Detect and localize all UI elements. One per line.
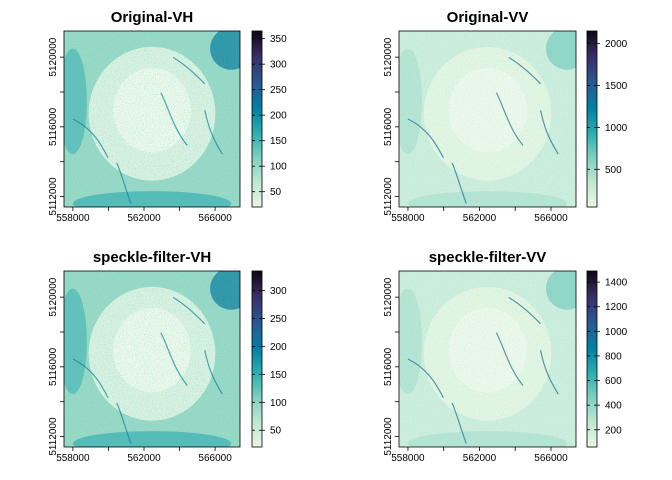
x-tick-label: 558000 bbox=[391, 213, 425, 224]
panel-4: speckle-filter-VV 558000 562000 566000 51200… bbox=[383, 249, 628, 464]
x-tick-label: 562000 bbox=[463, 213, 497, 224]
colorbar-tick-label: 800 bbox=[605, 351, 622, 362]
panel-title: Original-VH bbox=[111, 9, 194, 26]
x-tick-label: 558000 bbox=[56, 213, 90, 224]
panel-title: Original-VV bbox=[447, 9, 529, 26]
map-frame bbox=[398, 30, 577, 208]
colorbar-tick-label: 300 bbox=[270, 286, 287, 297]
y-tick-label: 5112000 bbox=[383, 417, 394, 456]
colorbar-tick-label: 1500 bbox=[605, 81, 628, 92]
x-tick-label: 558000 bbox=[56, 453, 90, 464]
colorbar-tick-label: 500 bbox=[605, 165, 622, 176]
x-tick-label: 566000 bbox=[198, 213, 232, 224]
map-frame bbox=[63, 270, 241, 448]
colorbar-tick-label: 200 bbox=[270, 342, 287, 353]
panel-2: Original-VV 558000 562000 566000 5120000 5116… bbox=[383, 9, 628, 224]
colorbar-tick-label: 400 bbox=[605, 401, 622, 412]
x-tick-label: 566000 bbox=[534, 213, 568, 224]
x-tick-label: 562000 bbox=[127, 453, 161, 464]
colorbar bbox=[586, 270, 598, 448]
colorbar-tick-label: 250 bbox=[270, 85, 287, 96]
colorbar-tick-label: 1000 bbox=[605, 123, 628, 134]
y-tick-label: 5116000 bbox=[383, 347, 394, 386]
y-tick-label: 5120000 bbox=[383, 277, 394, 316]
colorbar-tick-label: 250 bbox=[270, 314, 287, 325]
map-frame bbox=[398, 270, 577, 448]
colorbar-tick-label: 200 bbox=[605, 425, 622, 436]
y-tick-label: 5120000 bbox=[48, 37, 59, 76]
colorbar-tick-label: 200 bbox=[270, 111, 287, 122]
colorbar-tick-label: 150 bbox=[270, 136, 287, 147]
y-tick-label: 5112000 bbox=[48, 417, 59, 456]
colorbar-tick-label: 100 bbox=[270, 398, 287, 409]
raster-image bbox=[64, 271, 240, 447]
y-tick-label: 5112000 bbox=[383, 177, 394, 216]
panel-1: Original-VH 558000 562000 566000 5120000 5116… bbox=[48, 9, 287, 224]
colorbar-tick-label: 150 bbox=[270, 370, 287, 381]
colorbar-tick-label: 600 bbox=[605, 376, 622, 387]
colorbar-tick-label: 350 bbox=[270, 34, 287, 45]
x-tick-label: 566000 bbox=[534, 453, 568, 464]
raster-image bbox=[399, 271, 576, 447]
panel-3: speckle-filter-VH 558000 562000 566000 51200… bbox=[48, 249, 287, 464]
y-tick-label: 5116000 bbox=[48, 347, 59, 386]
colorbar-tick-label: 2000 bbox=[605, 39, 628, 50]
colorbar-tick-label: 300 bbox=[270, 60, 287, 71]
y-tick-label: 5112000 bbox=[48, 177, 59, 216]
colorbar-tick-label: 50 bbox=[270, 187, 282, 198]
y-tick-label: 5116000 bbox=[383, 107, 394, 146]
map-frame bbox=[63, 30, 241, 208]
y-tick-label: 5116000 bbox=[48, 107, 59, 146]
colorbar-tick-label: 1400 bbox=[605, 278, 628, 289]
y-tick-label: 5120000 bbox=[383, 37, 394, 76]
x-tick-label: 566000 bbox=[198, 453, 232, 464]
panel-title: speckle-filter-VH bbox=[93, 249, 211, 266]
colorbar bbox=[586, 30, 598, 208]
colorbar bbox=[251, 270, 263, 448]
panel-title: speckle-filter-VV bbox=[429, 249, 547, 266]
raster-image bbox=[399, 31, 576, 207]
colorbar-tick-label: 1200 bbox=[605, 302, 628, 313]
colorbar-tick-label: 50 bbox=[270, 426, 282, 437]
colorbar-tick-label: 100 bbox=[270, 162, 287, 173]
y-tick-label: 5120000 bbox=[48, 277, 59, 316]
raster-image bbox=[64, 31, 240, 207]
x-tick-label: 562000 bbox=[127, 213, 161, 224]
x-tick-label: 562000 bbox=[463, 453, 497, 464]
colorbar-tick-label: 1000 bbox=[605, 327, 628, 338]
colorbar bbox=[251, 30, 263, 208]
x-tick-label: 558000 bbox=[391, 453, 425, 464]
